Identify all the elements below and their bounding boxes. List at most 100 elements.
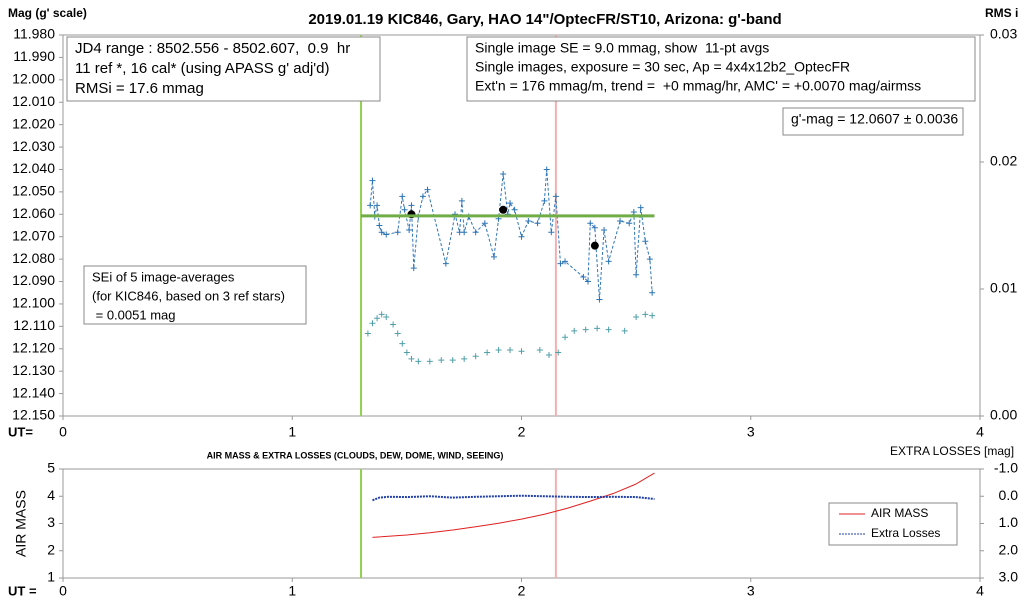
x-tick-label: 1: [288, 583, 296, 599]
y2-tick-label: 0.0: [999, 487, 1019, 503]
point: [534, 220, 541, 227]
x-tick-label: 0: [59, 583, 67, 599]
annotation-text: SEi of 5 image-averages: [92, 269, 235, 284]
point: [461, 229, 468, 236]
point: [555, 349, 562, 356]
point: [364, 330, 371, 337]
annotation-text: Single image SE = 9.0 mmag, show 11-pt a…: [475, 40, 769, 56]
point: [461, 355, 468, 362]
series-line: [372, 494, 655, 502]
legend-label: AIR MASS: [871, 506, 928, 520]
annotation-text: = 0.0051 mag: [92, 307, 175, 322]
point: [562, 258, 569, 265]
annotation-text: (for KIC846, based on 3 ref stars): [92, 288, 285, 303]
annotation-text: RMSi = 17.6 mmag: [75, 80, 204, 97]
point: [383, 313, 390, 320]
point: [449, 357, 456, 364]
x-tick-label: 2: [518, 583, 526, 599]
annotation-box: [66, 36, 381, 102]
chart-title: 2019.01.19 KIC846, Gary, HAO 14"/OptecFR…: [308, 11, 781, 28]
annotation-text: JD4 range : 8502.556 - 8502.607, 0.9 hr: [75, 40, 350, 57]
point: [408, 355, 415, 362]
point: [546, 352, 553, 359]
y-tick-label: 12.070: [12, 227, 55, 243]
point: [426, 358, 433, 365]
x-tick-label: 4: [976, 583, 984, 599]
point: [511, 206, 518, 213]
y-tick-label: 12.020: [12, 115, 55, 131]
point: [399, 193, 406, 200]
point: [649, 289, 656, 296]
y-tick-label: 12.110: [13, 317, 55, 333]
y-tick-label: 4: [47, 487, 55, 503]
point: [415, 358, 422, 365]
x-tick-label: 0: [59, 424, 67, 440]
point: [394, 229, 401, 236]
x-tick-label: 3: [747, 424, 755, 440]
x-tick-label: 2: [518, 424, 526, 440]
y-tick-label: 12.140: [12, 384, 55, 400]
point: [633, 313, 640, 320]
y-tick-label: 12.100: [12, 295, 55, 311]
annotation-text: Ext'n = 176 mmag/m, trend = +0 mmag/hr, …: [475, 78, 921, 94]
point: [633, 271, 640, 278]
series-line: [372, 472, 655, 538]
y-tick-label: 11.990: [13, 48, 55, 64]
y-axis-label: Mag (g' scale): [8, 6, 87, 20]
point: [642, 238, 649, 245]
point: [367, 202, 374, 209]
point: [438, 357, 445, 364]
y2-tick-label: 0.03: [990, 26, 1017, 42]
y2-tick-label: 0.00: [990, 407, 1017, 423]
point: [541, 197, 548, 204]
point: [507, 346, 514, 353]
point: [557, 260, 564, 267]
annotation-box: [466, 36, 976, 102]
x-axis-label: UT =: [8, 583, 37, 598]
y2-axis-label: RMS i: [985, 6, 1018, 20]
annotation-text: Single images, exposure = 30 sec, Ap = 4…: [475, 59, 850, 75]
y2-tick-label: 2.0: [999, 541, 1019, 557]
point: [394, 330, 401, 337]
point: [376, 222, 383, 229]
point: [484, 349, 491, 356]
point: [630, 209, 637, 216]
point: [646, 256, 653, 263]
point: [378, 311, 385, 318]
point: [605, 326, 612, 333]
point: [458, 197, 465, 204]
y2-tick-label: -1.0: [994, 460, 1018, 476]
point: [424, 186, 431, 193]
legend-label: Extra Losses: [871, 526, 940, 540]
point: [590, 241, 599, 250]
point: [594, 325, 601, 332]
point: [518, 348, 525, 355]
point: [626, 220, 633, 227]
point: [442, 260, 449, 267]
point: [601, 226, 608, 233]
y-tick-label: 12.090: [12, 272, 55, 288]
x-tick-label: 1: [288, 424, 296, 440]
x-tick-label: 4: [976, 424, 984, 440]
series-line: [369, 169, 653, 300]
point: [374, 202, 381, 209]
point: [642, 311, 649, 318]
point: [499, 205, 508, 214]
annotation-text: g'-mag = 12.0607 ± 0.0036: [791, 111, 958, 127]
legend: [828, 502, 958, 546]
point: [543, 166, 550, 173]
y-tick-label: 11.980: [13, 26, 55, 42]
x-axis-label: UT=: [8, 424, 33, 439]
point: [481, 220, 488, 227]
point: [587, 220, 594, 227]
y2-tick-label: 3.0: [999, 569, 1019, 585]
annotation-box: [782, 107, 964, 136]
point: [580, 274, 587, 281]
y-tick-label: 12.010: [12, 93, 55, 109]
point: [605, 258, 612, 265]
annotation-box: [83, 265, 307, 325]
point: [410, 265, 417, 272]
point: [472, 353, 479, 360]
point: [378, 229, 385, 236]
point: [582, 326, 589, 333]
